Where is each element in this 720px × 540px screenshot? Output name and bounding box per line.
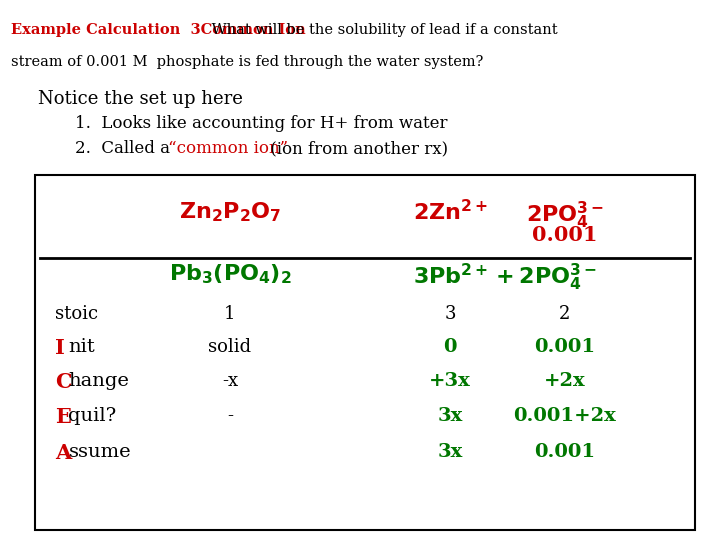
Text: $\mathbf{2PO_4^{3-}}$: $\mathbf{2PO_4^{3-}}$: [526, 200, 604, 231]
Text: 0.001: 0.001: [534, 338, 595, 356]
Text: 0: 0: [444, 338, 456, 356]
Text: stream of 0.001 M  phosphate is fed through the water system?: stream of 0.001 M phosphate is fed throu…: [11, 55, 484, 69]
Text: C: C: [55, 372, 71, 392]
Text: ssume: ssume: [69, 443, 132, 461]
Text: hange: hange: [68, 372, 129, 390]
Text: 3x: 3x: [437, 407, 463, 425]
Text: -x: -x: [222, 372, 238, 390]
Text: stoic: stoic: [55, 305, 98, 323]
Text: 0.001: 0.001: [534, 443, 595, 461]
Text: What will be the solubility of lead if a constant: What will be the solubility of lead if a…: [207, 23, 557, 37]
Text: 2.  Called a: 2. Called a: [75, 140, 175, 157]
Text: 1.  Looks like accounting for H+ from water: 1. Looks like accounting for H+ from wat…: [75, 115, 448, 132]
Text: 0.001+2x: 0.001+2x: [513, 407, 616, 425]
Text: $\mathbf{Pb_3(PO_4)_2}$: $\mathbf{Pb_3(PO_4)_2}$: [168, 262, 292, 286]
Text: -: -: [227, 407, 233, 425]
Text: “common ion”: “common ion”: [168, 140, 288, 157]
Text: $\mathbf{3Pb^{2+} + 2PO_4^{3-}}$: $\mathbf{3Pb^{2+} + 2PO_4^{3-}}$: [413, 262, 597, 293]
Text: nit: nit: [68, 338, 95, 356]
Text: 0.001: 0.001: [532, 225, 598, 245]
Text: +2x: +2x: [544, 372, 586, 390]
Text: 1: 1: [224, 305, 235, 323]
Text: $\mathbf{Zn_2P_2O_7}$: $\mathbf{Zn_2P_2O_7}$: [179, 200, 281, 224]
Text: I: I: [55, 338, 65, 358]
Text: solid: solid: [208, 338, 251, 356]
Text: 3: 3: [444, 305, 456, 323]
Text: E: E: [55, 407, 71, 427]
Text: +3x: +3x: [429, 372, 471, 390]
Text: 3x: 3x: [437, 443, 463, 461]
Text: (ion from another rx): (ion from another rx): [265, 140, 448, 157]
Text: quil?: quil?: [68, 407, 116, 425]
Text: A: A: [55, 443, 71, 463]
Text: 2: 2: [559, 305, 571, 323]
Text: Example Calculation  3Common Ion: Example Calculation 3Common Ion: [11, 23, 306, 37]
Text: $\mathbf{2Zn^{2+}}$: $\mathbf{2Zn^{2+}}$: [413, 200, 487, 225]
Bar: [35, 175, 695, 530]
Text: Notice the set up here: Notice the set up here: [38, 90, 243, 108]
